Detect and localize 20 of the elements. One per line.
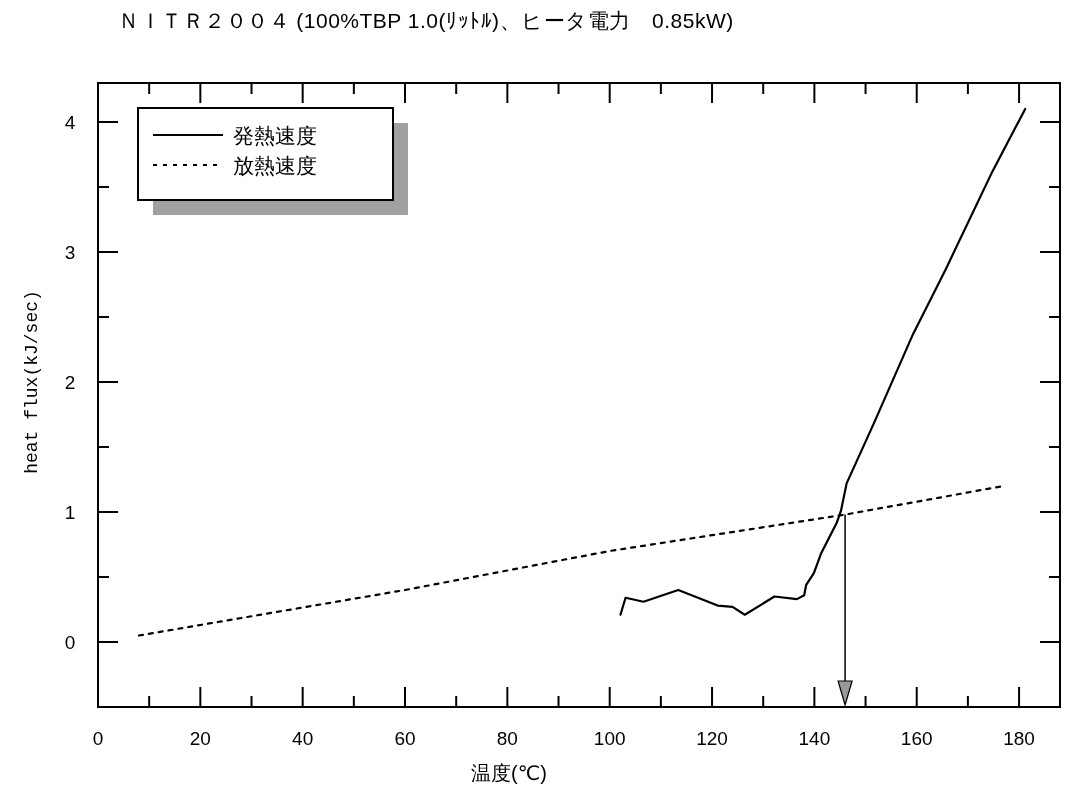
chart-title: ＮＩＴＲ２００４ (100%TBP 1.0(ﾘｯﾄﾙ)、ヒータ電力 0.85kW) (118, 9, 734, 32)
x-tick-label: 180 (1003, 728, 1035, 749)
x-tick-label: 100 (593, 728, 626, 749)
legend-label: 放熱速度 (233, 154, 317, 177)
x-axis-title: 温度(℃) (471, 762, 547, 784)
legend-label: 発熱速度 (233, 124, 317, 147)
x-tick-label: 0 (92, 728, 104, 749)
x-tick-label: 60 (394, 728, 416, 749)
x-tick-label: 120 (696, 728, 728, 749)
y-tick-label: 2 (64, 372, 76, 393)
y-tick-label: 3 (64, 242, 76, 263)
y-axis-title: heat flux(kJ/sec) (22, 290, 42, 474)
y-tick-label: 1 (64, 502, 76, 523)
x-tick-label: 80 (496, 728, 518, 749)
y-tick-label: 4 (64, 112, 76, 133)
x-tick-label: 160 (900, 728, 933, 749)
x-tick-label: 140 (798, 728, 831, 749)
x-tick-label: 20 (189, 728, 211, 749)
x-tick-label: 40 (292, 728, 314, 749)
y-tick-label: 0 (64, 632, 76, 653)
